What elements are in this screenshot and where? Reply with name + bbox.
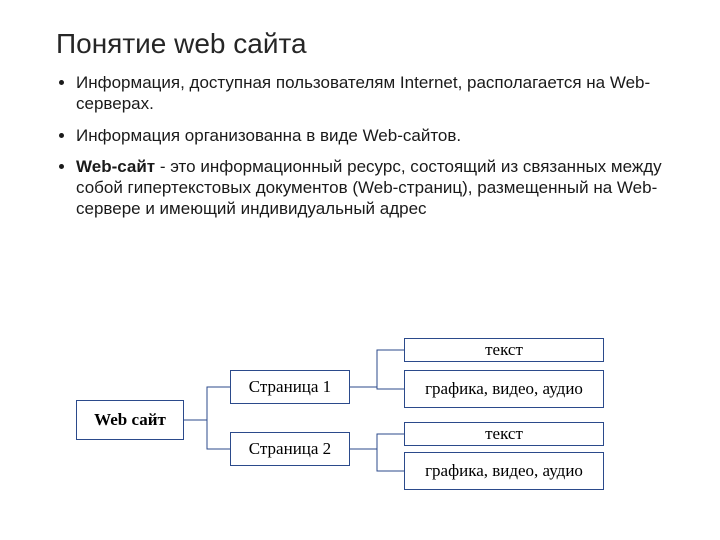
diagram-edge: [350, 449, 404, 471]
bullet-list: Информация, доступная пользователям Inte…: [56, 72, 666, 230]
diagram-edge: [184, 420, 230, 449]
diagram-node-p1: Страница 1: [230, 370, 350, 404]
diagram-node-p2m: графика, видео, аудио: [404, 452, 604, 490]
diagram-node-p1m: графика, видео, аудио: [404, 370, 604, 408]
bullet-item: Web-сайт - это информационный ресурс, со…: [76, 156, 666, 220]
diagram-node-p2t: текст: [404, 422, 604, 446]
diagram-edge: [350, 434, 404, 449]
bullet-item: Информация, доступная пользователям Inte…: [76, 72, 666, 115]
bullet-text: Информация, доступная пользователям Inte…: [76, 73, 650, 113]
bullet-bold: Web-сайт: [76, 157, 155, 176]
diagram-edge: [350, 387, 404, 389]
bullet-text: Информация организованна в виде Web-сайт…: [76, 126, 461, 145]
bullet-text: - это информационный ресурс, состоящий и…: [76, 157, 662, 219]
page-title: Понятие web сайта: [56, 28, 307, 60]
diagram-edge: [350, 350, 404, 387]
bullet-item: Информация организованна в виде Web-сайт…: [76, 125, 666, 146]
diagram-node-root: Web сайт: [76, 400, 184, 440]
diagram-node-p1t: текст: [404, 338, 604, 362]
diagram-node-p2: Страница 2: [230, 432, 350, 466]
diagram-edge: [184, 387, 230, 420]
